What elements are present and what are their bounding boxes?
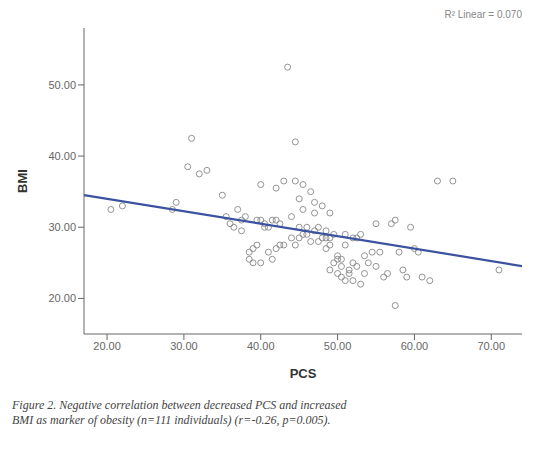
svg-text:50.00: 50.00: [324, 340, 352, 352]
svg-text:60.00: 60.00: [401, 340, 429, 352]
svg-text:40.00: 40.00: [247, 340, 275, 352]
svg-text:20.00: 20.00: [48, 292, 76, 304]
svg-text:BMI: BMI: [15, 169, 30, 193]
svg-text:50.00: 50.00: [48, 79, 76, 91]
svg-text:70.00: 70.00: [477, 340, 505, 352]
svg-text:20.00: 20.00: [93, 340, 121, 352]
svg-text:30.00: 30.00: [48, 221, 76, 233]
html-text:BMI as marker of obesity (n=11: BMI as marker of obesity (n=111 individu…: [12, 413, 331, 427]
svg-text:PCS: PCS: [290, 366, 317, 381]
svg-text:40.00: 40.00: [48, 150, 76, 162]
html-text:R² Linear = 0.070: R² Linear = 0.070: [444, 9, 522, 20]
html-text:Figure 2. Negative correlation: Figure 2. Negative correlation between d…: [12, 398, 347, 412]
svg-text:30.00: 30.00: [170, 340, 198, 352]
